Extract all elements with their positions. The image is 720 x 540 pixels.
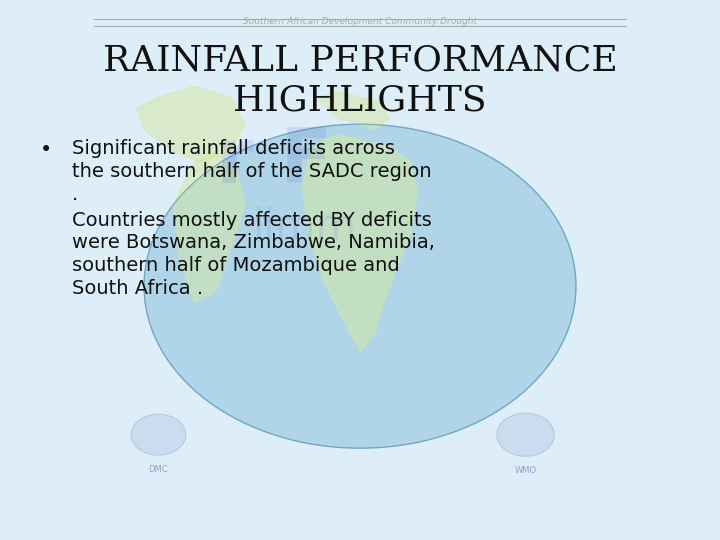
Text: Southern African Development Community Drought: Southern African Development Community D…: [243, 17, 477, 26]
Text: southern half of Mozambique and: southern half of Mozambique and: [72, 256, 400, 275]
Polygon shape: [137, 86, 245, 162]
Text: Significant rainfall deficits across: Significant rainfall deficits across: [72, 139, 395, 158]
Text: DMC: DMC: [148, 465, 168, 474]
Polygon shape: [173, 151, 245, 302]
Text: South Africa .: South Africa .: [72, 279, 203, 298]
Text: were Botswana, Zimbabwe, Namibia,: were Botswana, Zimbabwe, Namibia,: [72, 233, 435, 252]
Circle shape: [144, 124, 576, 448]
Text: WMO: WMO: [515, 466, 536, 475]
Circle shape: [497, 413, 554, 456]
Text: HIGHLIGHTS: HIGHLIGHTS: [233, 84, 487, 118]
Text: Countries mostly affected BY deficits: Countries mostly affected BY deficits: [72, 211, 432, 229]
Text: .: .: [72, 185, 78, 204]
Text: r F: r F: [216, 125, 333, 199]
Circle shape: [131, 414, 186, 455]
Text: RAINFALL PERFORMANCE: RAINFALL PERFORMANCE: [103, 43, 617, 77]
Polygon shape: [317, 92, 389, 130]
Text: the southern half of the SADC region: the southern half of the SADC region: [72, 162, 431, 181]
Polygon shape: [302, 135, 418, 351]
Text: limm: limm: [252, 206, 356, 248]
Text: •: •: [40, 140, 52, 160]
